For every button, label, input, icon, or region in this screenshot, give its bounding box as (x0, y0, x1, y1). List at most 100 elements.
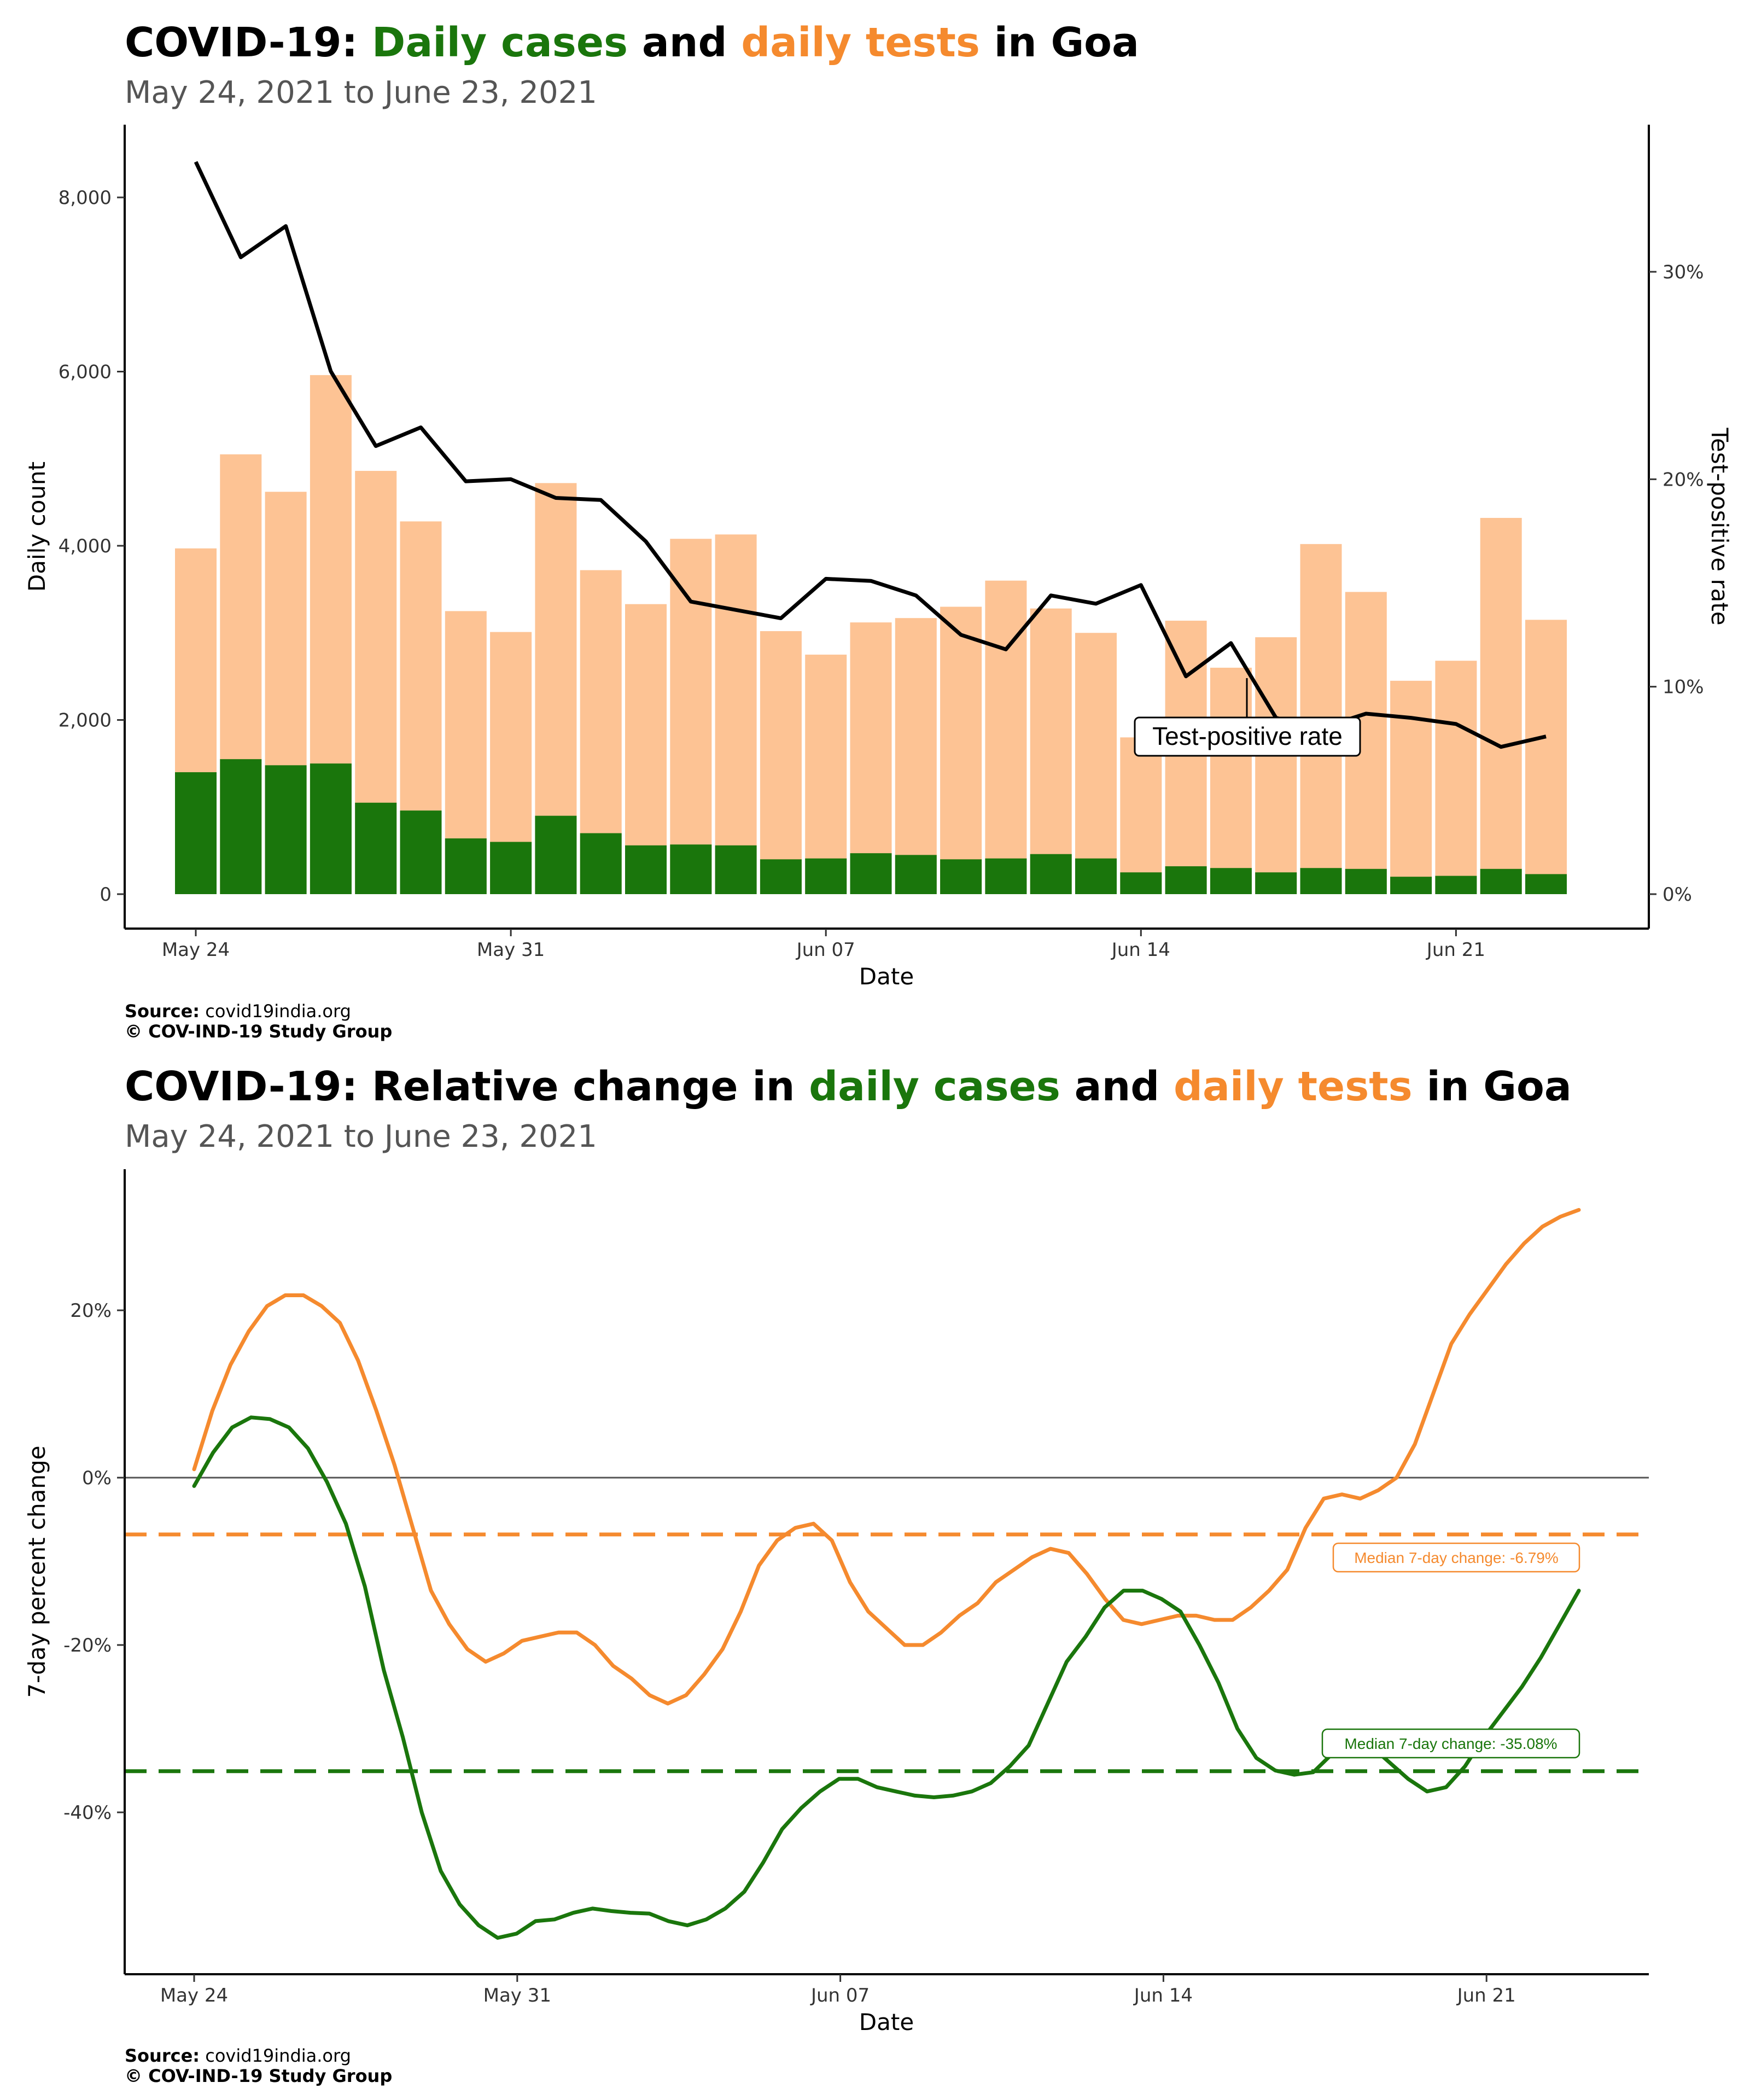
tests-change-line (192, 1208, 1581, 1706)
y2-tick-label: 10% (1662, 676, 1704, 698)
chart2-x-label: Date (859, 2009, 914, 2035)
cases-bar (895, 855, 937, 894)
cases-bar (580, 833, 622, 894)
cases-bar (400, 810, 442, 894)
y-tick-label: 20% (70, 1300, 112, 1322)
cases-bar (940, 859, 982, 894)
tests-bar (670, 539, 712, 894)
cases-bar (850, 853, 892, 894)
chart1-copyright: © COV-IND-19 Study Group (125, 1021, 392, 1042)
cases-bar (265, 765, 307, 894)
cases-bar (310, 763, 352, 894)
tests-bar (1255, 637, 1297, 894)
cases-bar (1390, 877, 1432, 894)
chart1-y2-label: Test-positive rate (1706, 427, 1733, 625)
y-tick-label: 8,000 (59, 187, 112, 209)
tests-bar (1030, 608, 1072, 894)
tests-bar (805, 655, 847, 894)
cases-bar (1120, 872, 1162, 894)
y-tick-label: 0% (82, 1467, 112, 1489)
cases-bar (985, 858, 1027, 894)
x-tick-label: Jun 21 (1426, 939, 1485, 961)
chart2-subtitle: May 24, 2021 to June 23, 2021 (125, 1119, 597, 1154)
cases-bar (1525, 874, 1567, 894)
chart2-x-ticks: May 24 May 31 Jun 07 Jun 14 Jun 21 (160, 1974, 1516, 2006)
y-tick-label: 4,000 (59, 535, 112, 557)
cases-bar (1435, 876, 1477, 894)
cases-bar (1075, 858, 1117, 894)
x-tick-label: May 31 (483, 1985, 551, 2006)
tests-bar (760, 631, 802, 894)
cases-bar (1480, 868, 1522, 894)
cases-bar (760, 859, 802, 894)
tests-bar (1480, 518, 1522, 894)
chart1-title-cases: Daily cases (372, 19, 628, 66)
x-tick-label: May 24 (160, 1985, 228, 2006)
chart2-median-cases-box (1321, 1728, 1580, 1759)
chart1-annotation-label: Test-positive rate (1152, 722, 1343, 750)
cases-bar (220, 759, 262, 894)
cases-bar (490, 842, 532, 894)
x-tick-label: May 31 (477, 939, 545, 961)
cases-bar (715, 845, 757, 894)
y-tick-label: 2,000 (59, 710, 112, 732)
chart1-annotation-box (1134, 716, 1361, 757)
x-tick-label: May 24 (162, 939, 230, 961)
tests-bar (850, 622, 892, 894)
y-tick-label: 6,000 (59, 361, 112, 383)
chart1-y-ticks: 0 2,000 4,000 6,000 8,000 (59, 187, 125, 906)
cases-bar (1345, 868, 1387, 894)
x-tick-label: Jun 07 (810, 1985, 870, 2006)
cases-bar (175, 772, 217, 894)
chart2-title-tests: daily tests (1174, 1063, 1413, 1110)
chart2-median-tests-box (1332, 1542, 1580, 1573)
chart1-source: Source: covid19india.org (125, 1001, 351, 1022)
y2-tick-label: 30% (1662, 261, 1704, 283)
cases-bar (625, 845, 667, 894)
chart1-title-tests: daily tests (741, 19, 980, 66)
y-tick-label: -20% (63, 1635, 112, 1656)
chart1-x-label: Date (859, 963, 914, 990)
chart1-bars (175, 375, 1567, 894)
tests-bar (1075, 633, 1117, 894)
chart2-y-label: 7-day percent change (24, 1445, 50, 1698)
x-tick-label: Jun 14 (1111, 939, 1170, 961)
tests-bar (1210, 667, 1252, 894)
tests-bar (895, 618, 937, 894)
y-tick-label: 0 (100, 884, 112, 906)
cases-bar (1030, 854, 1072, 894)
chart2-copyright: © COV-IND-19 Study Group (125, 2066, 392, 2086)
x-tick-label: Jun 21 (1456, 1985, 1516, 2006)
tests-bar (1390, 680, 1432, 894)
tests-bar (715, 534, 757, 894)
chart2-y-ticks: 20% 0% -20% -40% (63, 1300, 125, 1824)
cases-bar (670, 844, 712, 894)
cases-bar (1255, 872, 1297, 894)
tests-bar (940, 606, 982, 894)
chart2-series-lines (192, 1208, 1581, 1940)
cases-bar (535, 815, 577, 894)
cases-bar (1210, 868, 1252, 894)
cases-bar (805, 858, 847, 894)
y-tick-label: -40% (63, 1802, 112, 1824)
tests-bar (985, 580, 1027, 894)
cases-bar (1165, 866, 1207, 894)
cases-bar (355, 802, 397, 894)
chart2-median-tests-label: Median 7-day change: -6.79% (1354, 1549, 1559, 1566)
x-tick-label: Jun 07 (796, 939, 855, 961)
tests-bar (1120, 737, 1162, 894)
chart2-title-cases: daily cases (809, 1063, 1060, 1110)
chart1: COVID-19: Daily cases and daily tests in… (24, 19, 1733, 1042)
x-tick-label: Jun 14 (1133, 1985, 1193, 2006)
tests-bar (1435, 661, 1477, 894)
chart1-y2-ticks: 0% 10% 20% 30% (1649, 261, 1704, 906)
chart2-source: Source: covid19india.org (125, 2045, 351, 2066)
tests-bar (1165, 620, 1207, 894)
chart2: COVID-19: Relative change in daily cases… (24, 1063, 1649, 2086)
y2-tick-label: 0% (1662, 884, 1692, 906)
chart1-title: COVID-19: Daily cases and daily tests in… (125, 19, 1139, 66)
chart1-y-label: Daily count (24, 462, 50, 592)
cases-bar (1300, 868, 1342, 894)
chart1-subtitle: May 24, 2021 to June 23, 2021 (125, 75, 597, 110)
